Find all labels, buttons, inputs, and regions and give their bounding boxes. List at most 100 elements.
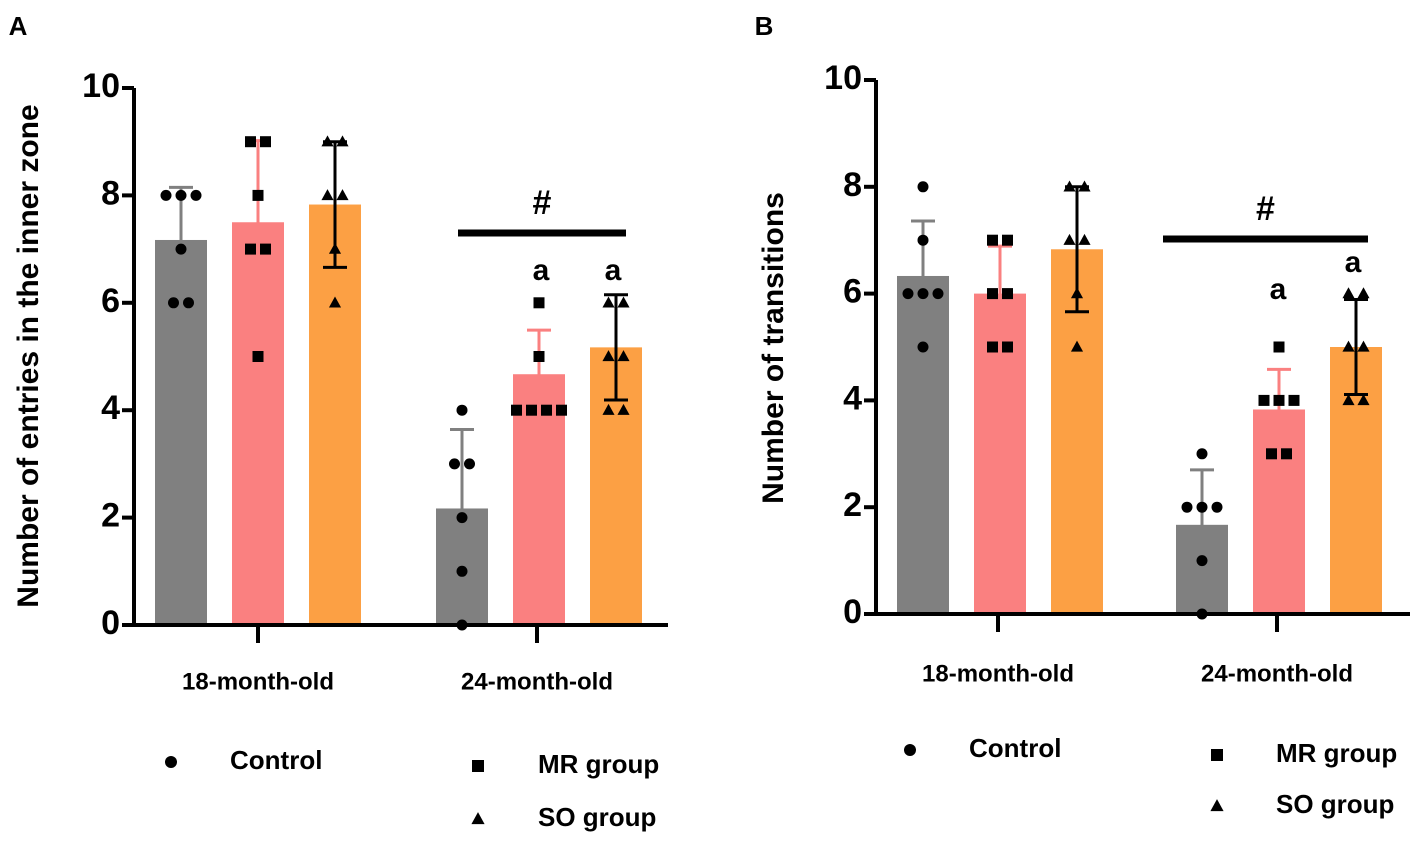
x-tick-label: 18-month-old	[182, 668, 334, 695]
data-point	[533, 351, 545, 362]
panel-label: A	[9, 11, 28, 41]
data-point	[541, 404, 552, 416]
data-point	[917, 341, 929, 353]
y-axis-label: Number of entries in the inner zone	[12, 104, 45, 607]
data-point	[1196, 555, 1208, 567]
data-point	[1196, 448, 1208, 460]
data-point	[175, 189, 187, 201]
data-point	[1281, 448, 1292, 460]
panel-a: A 0 2 4 6 8 10 18-month-old 24-month-old Number o…	[9, 11, 668, 695]
data-point	[1357, 394, 1370, 406]
bar	[155, 239, 207, 625]
y-tick-label: 10	[824, 59, 862, 97]
data-point	[1211, 501, 1223, 513]
legend-marker-square	[472, 760, 484, 772]
data-point	[252, 189, 264, 201]
significance-symbol: #	[1256, 190, 1275, 228]
y-tick-label: 4	[101, 389, 120, 427]
letter-annotation: a	[1345, 246, 1362, 279]
data-point	[449, 458, 460, 470]
data-point	[1002, 234, 1013, 246]
data-point	[328, 242, 342, 254]
data-point	[336, 135, 349, 147]
data-point	[1342, 340, 1355, 352]
data-point	[1273, 341, 1285, 353]
legend-label: Control	[969, 733, 1061, 763]
data-point	[602, 350, 615, 362]
panel-b: B 0 2 4 6 8 10 18-month-old 24-month-old Number o…	[755, 11, 1410, 687]
data-point	[526, 404, 537, 416]
legend-label: SO group	[1276, 789, 1394, 819]
data-point	[932, 288, 944, 300]
legend-label: Control	[230, 745, 322, 775]
data-point	[1357, 287, 1370, 299]
data-point	[1342, 394, 1355, 406]
data-point	[917, 234, 929, 246]
y-tick-label: 0	[843, 593, 862, 631]
data-point	[987, 234, 998, 246]
data-point	[1002, 341, 1013, 353]
data-point	[1266, 448, 1277, 460]
legend-label: MR group	[538, 749, 659, 779]
data-point	[1070, 287, 1084, 299]
legend-marker-circle	[904, 744, 916, 756]
data-point	[1063, 233, 1076, 245]
data-point	[1258, 394, 1270, 406]
data-point	[1078, 233, 1091, 245]
data-point	[902, 288, 914, 300]
data-point	[1063, 180, 1076, 192]
data-point	[168, 297, 179, 309]
bar	[309, 204, 361, 626]
data-point	[456, 512, 468, 524]
data-point	[336, 189, 349, 201]
y-tick-label: 2	[843, 486, 862, 524]
data-point	[617, 350, 630, 362]
data-point	[328, 296, 342, 308]
data-point	[190, 189, 202, 201]
data-point	[456, 565, 468, 577]
data-point	[917, 181, 929, 193]
legend-label: SO group	[538, 802, 656, 832]
data-point	[556, 404, 567, 416]
data-point	[602, 403, 615, 415]
legend-marker-square	[1211, 749, 1223, 761]
letter-annotation: a	[533, 254, 550, 287]
data-point	[1002, 288, 1013, 300]
data-point	[183, 297, 194, 309]
legend-a: Control MR group SO group	[165, 745, 659, 832]
y-tick-label: 8	[843, 166, 862, 204]
data-point	[1070, 340, 1084, 352]
legend-marker-circle	[165, 756, 177, 768]
data-point	[245, 243, 256, 255]
letter-annotation: a	[1270, 273, 1287, 306]
data-point	[160, 189, 172, 201]
data-point	[1273, 394, 1285, 406]
x-tick-label: 18-month-old	[922, 660, 1074, 687]
legend-marker-triangle	[1210, 799, 1224, 812]
panel-label: B	[755, 11, 774, 41]
letter-annotation: a	[605, 254, 622, 287]
data-point	[456, 404, 468, 416]
data-point	[321, 189, 334, 201]
y-tick-label: 0	[101, 604, 120, 642]
data-point	[533, 297, 545, 309]
data-point	[987, 341, 998, 353]
data-point	[175, 243, 187, 255]
bar	[974, 293, 1026, 614]
x-tick-label: 24-month-old	[461, 668, 613, 695]
data-point	[260, 243, 271, 255]
legend-b: Control MR group SO group	[904, 733, 1397, 819]
data-point	[1342, 287, 1355, 299]
legend-label: MR group	[1276, 738, 1397, 768]
y-tick-label: 8	[101, 174, 120, 212]
data-point	[1181, 501, 1193, 513]
data-point	[260, 136, 271, 148]
data-point	[511, 404, 522, 416]
y-tick-label: 6	[101, 282, 120, 320]
data-point	[1288, 394, 1300, 406]
data-point	[987, 288, 998, 300]
y-tick-label: 10	[82, 67, 120, 105]
y-axis-label: Number of transitions	[757, 192, 790, 504]
data-point	[917, 288, 929, 300]
